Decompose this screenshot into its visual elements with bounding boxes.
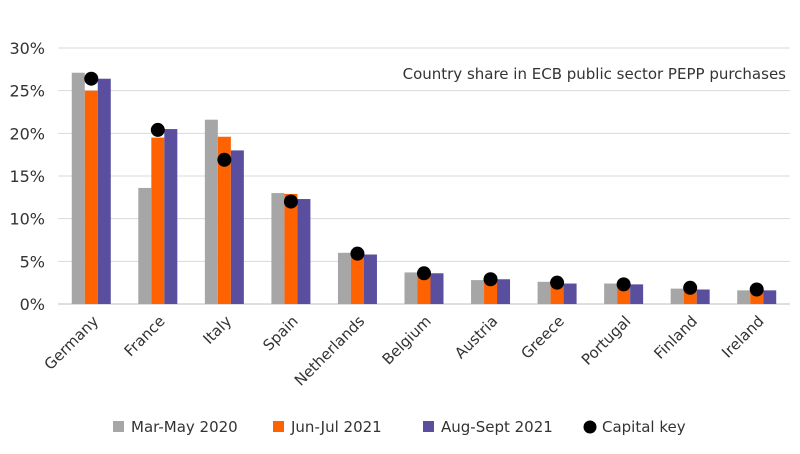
y-tick-label: 20% — [9, 124, 45, 143]
y-tick-label: 30% — [9, 39, 45, 58]
bar-germany-series-1 — [71, 72, 85, 304]
x-tick-label: Belgium — [379, 312, 435, 368]
bar-france-series-3 — [164, 129, 178, 304]
capital-key-dot-finland — [683, 280, 698, 295]
bars — [71, 72, 777, 305]
bar-spain-series-2 — [284, 193, 298, 304]
x-tick-label: Greece — [517, 312, 567, 362]
bar-italy-series-2 — [217, 136, 231, 304]
bar-portugal-series-3 — [630, 284, 644, 304]
legend-label: Mar-May 2020 — [131, 418, 238, 436]
bar-belgium-series-1 — [404, 272, 418, 304]
bar-italy-series-3 — [230, 150, 244, 304]
gridlines — [58, 47, 790, 305]
legend-swatch — [113, 421, 124, 432]
capital-key-dot-austria — [483, 272, 498, 287]
legend: Mar-May 2020 Jun-Jul 2021 Aug-Sept 2021 Cap… — [113, 418, 686, 436]
bar-netherlands-series-1 — [337, 252, 351, 304]
capital-key-dot-italy — [217, 152, 232, 167]
bar-netherlands-series-3 — [363, 254, 377, 304]
y-tick-label: 25% — [9, 82, 45, 101]
x-tick-label: Ireland — [718, 312, 767, 361]
y-tick-label: 10% — [9, 210, 45, 229]
bar-portugal-series-1 — [604, 283, 618, 304]
bar-austria-series-3 — [497, 279, 511, 304]
bar-belgium-series-3 — [430, 273, 444, 304]
x-tick-label: Portugal — [578, 312, 635, 369]
capital-key-dot-belgium — [417, 266, 431, 281]
bar-ireland-series-3 — [763, 290, 777, 304]
bar-france-series-1 — [138, 187, 152, 304]
bar-netherlands-series-2 — [350, 254, 364, 304]
capital-key-dots — [84, 71, 764, 297]
bar-finland-series-1 — [670, 288, 684, 304]
bar-greece-series-3 — [563, 283, 577, 304]
title-background — [368, 58, 780, 90]
x-tick-label: Finland — [650, 312, 701, 363]
bar-belgium-series-2 — [417, 274, 431, 304]
capital-key-dot-france — [150, 122, 165, 137]
legend-label: Capital key — [602, 418, 686, 436]
x-tick-label: France — [121, 312, 169, 360]
bar-france-series-2 — [151, 137, 165, 304]
bar-italy-series-1 — [204, 119, 218, 305]
y-tick-label: 15% — [9, 167, 45, 186]
bar-spain-series-1 — [271, 193, 285, 304]
legend-label: Jun-Jul 2021 — [290, 418, 382, 436]
bar-austria-series-1 — [471, 280, 485, 304]
chart-title: Country share in ECB public sector PEPP … — [403, 65, 787, 83]
capital-key-dot-portugal — [616, 277, 631, 292]
legend-dot — [583, 420, 597, 434]
capital-key-dot-ireland — [749, 282, 764, 297]
legend-swatch — [273, 421, 284, 432]
capital-key-dot-germany — [84, 71, 99, 86]
bar-spain-series-3 — [297, 199, 311, 304]
capital-key-dot-spain — [283, 194, 298, 209]
y-axis-ticks: 0% 5% 10% 15% 20% 25% 30% — [9, 39, 45, 314]
y-tick-label: 0% — [20, 295, 45, 314]
y-tick-label: 5% — [20, 252, 45, 271]
legend-swatch — [423, 421, 434, 432]
x-tick-label: Germany — [41, 312, 103, 374]
legend-label: Aug-Sept 2021 — [441, 418, 553, 436]
capital-key-dot-netherlands — [350, 246, 365, 261]
x-tick-label: Austria — [451, 312, 501, 362]
bar-finland-series-3 — [696, 289, 710, 304]
x-tick-label: Spain — [259, 312, 301, 354]
x-tick-label: Italy — [199, 312, 235, 348]
bar-greece-series-1 — [537, 281, 551, 304]
bar-germany-series-3 — [97, 78, 111, 304]
x-tick-label: Netherlands — [291, 312, 369, 390]
bar-ireland-series-1 — [737, 290, 751, 304]
bar-germany-series-2 — [84, 90, 98, 305]
capital-key-dot-greece — [550, 275, 565, 290]
